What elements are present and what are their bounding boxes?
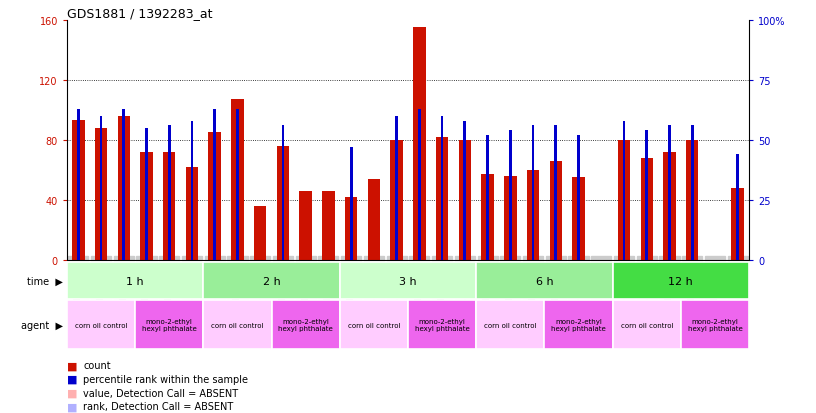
Bar — [668, 126, 671, 260]
Bar — [272, 301, 339, 349]
Bar — [203, 262, 339, 299]
Bar — [572, 178, 585, 260]
Text: agent  ▶: agent ▶ — [21, 320, 63, 330]
Text: value, Detection Call = ABSENT: value, Detection Call = ABSENT — [83, 388, 238, 398]
Text: mono-2-ethyl
hexyl phthalate: mono-2-ethyl hexyl phthalate — [142, 318, 197, 331]
Bar — [339, 301, 408, 349]
Text: 2 h: 2 h — [263, 276, 281, 286]
Bar — [236, 109, 239, 260]
Bar — [322, 191, 335, 260]
Bar — [231, 100, 244, 260]
Bar — [339, 262, 477, 299]
Bar — [441, 116, 443, 260]
Bar — [544, 301, 613, 349]
Bar — [509, 131, 512, 260]
Text: 1 h: 1 h — [126, 276, 144, 286]
Bar — [145, 128, 148, 260]
Bar — [459, 140, 471, 260]
Bar — [527, 170, 539, 260]
Bar — [67, 301, 135, 349]
Bar — [481, 175, 494, 260]
Bar — [140, 152, 153, 260]
Bar — [613, 301, 681, 349]
Bar — [191, 121, 193, 260]
Text: corn oil control: corn oil control — [348, 322, 400, 328]
Bar — [623, 121, 625, 260]
Bar — [72, 121, 85, 260]
Text: corn oil control: corn oil control — [211, 322, 264, 328]
Text: corn oil control: corn oil control — [620, 322, 673, 328]
Bar — [408, 301, 477, 349]
Text: ■: ■ — [67, 401, 78, 411]
Bar — [418, 109, 421, 260]
Bar — [95, 128, 107, 260]
Bar — [135, 301, 203, 349]
Text: 6 h: 6 h — [535, 276, 553, 286]
Bar — [208, 133, 221, 260]
Bar — [213, 109, 216, 260]
Bar — [731, 188, 744, 260]
Bar — [395, 116, 398, 260]
Text: rank, Detection Call = ABSENT: rank, Detection Call = ABSENT — [83, 401, 233, 411]
Bar — [299, 191, 312, 260]
Bar — [390, 140, 403, 260]
Bar — [477, 262, 613, 299]
Bar — [686, 140, 698, 260]
Text: percentile rank within the sample: percentile rank within the sample — [83, 374, 248, 384]
Bar — [168, 126, 171, 260]
Text: ■: ■ — [67, 361, 78, 370]
Bar — [282, 126, 284, 260]
Bar — [641, 158, 653, 260]
Bar — [549, 161, 562, 260]
Bar — [277, 147, 289, 260]
Text: corn oil control: corn oil control — [75, 322, 127, 328]
Bar — [613, 262, 749, 299]
Bar — [436, 138, 448, 260]
Bar — [486, 135, 489, 260]
Bar — [163, 152, 175, 260]
Bar — [463, 121, 466, 260]
Bar — [477, 301, 544, 349]
Bar — [100, 116, 102, 260]
Bar — [413, 28, 426, 260]
Bar — [118, 116, 130, 260]
Text: ■: ■ — [67, 374, 78, 384]
Bar — [577, 135, 580, 260]
Bar — [554, 126, 557, 260]
Text: corn oil control: corn oil control — [484, 322, 537, 328]
Bar — [368, 179, 380, 260]
Text: ■: ■ — [67, 388, 78, 398]
Bar — [532, 126, 534, 260]
Text: 3 h: 3 h — [399, 276, 417, 286]
Bar — [663, 152, 676, 260]
Bar — [681, 301, 749, 349]
Bar — [67, 262, 203, 299]
Bar — [350, 147, 353, 260]
Bar — [736, 155, 739, 260]
Bar — [122, 109, 125, 260]
Text: GDS1881 / 1392283_at: GDS1881 / 1392283_at — [67, 7, 212, 19]
Bar — [186, 167, 198, 260]
Text: 12 h: 12 h — [668, 276, 694, 286]
Text: mono-2-ethyl
hexyl phthalate: mono-2-ethyl hexyl phthalate — [278, 318, 333, 331]
Bar — [345, 197, 357, 260]
Bar — [504, 176, 517, 260]
Text: count: count — [83, 361, 111, 370]
Text: mono-2-ethyl
hexyl phthalate: mono-2-ethyl hexyl phthalate — [415, 318, 469, 331]
Bar — [691, 126, 694, 260]
Text: mono-2-ethyl
hexyl phthalate: mono-2-ethyl hexyl phthalate — [688, 318, 743, 331]
Text: mono-2-ethyl
hexyl phthalate: mono-2-ethyl hexyl phthalate — [551, 318, 606, 331]
Text: time  ▶: time ▶ — [27, 276, 63, 286]
Bar — [203, 301, 272, 349]
Bar — [254, 206, 267, 260]
Bar — [645, 131, 648, 260]
Bar — [77, 109, 80, 260]
Bar — [618, 140, 630, 260]
